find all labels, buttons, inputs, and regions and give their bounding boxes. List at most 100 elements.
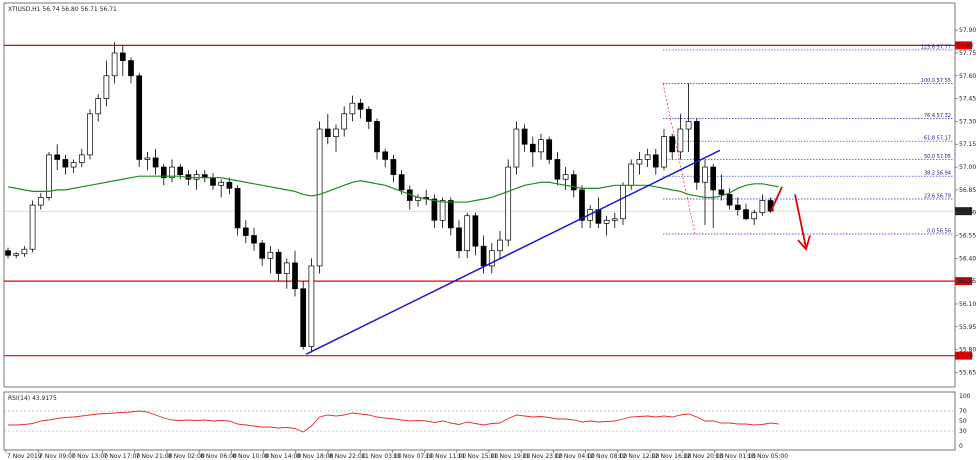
candle-body bbox=[316, 128, 323, 267]
candle-body bbox=[464, 215, 471, 252]
x-tick-label: 11 Nov 19:00 bbox=[490, 453, 531, 460]
candle-body bbox=[751, 212, 758, 220]
x-tick-label: 7 Nov 21:00 bbox=[136, 453, 173, 460]
x-tick-label: 8 Nov 02:00 bbox=[168, 453, 205, 460]
candle-body bbox=[521, 128, 528, 145]
y-tick-label: 55.95 bbox=[959, 324, 976, 331]
candle-body bbox=[365, 108, 372, 122]
candle-body bbox=[259, 242, 266, 259]
candle-body bbox=[652, 154, 659, 168]
y-tick-label: 57.75 bbox=[959, 50, 976, 57]
fib-label: 38.2 56.94 bbox=[924, 171, 951, 177]
fib-label: 23.6 56.79 bbox=[924, 194, 951, 200]
candle-body bbox=[390, 159, 397, 176]
rsi-tick-label: 50 bbox=[959, 418, 967, 425]
x-tick-label: 8 Nov 22:00 bbox=[329, 453, 366, 460]
x-tick-label: 12 Nov 16:00 bbox=[651, 453, 692, 460]
x-tick-label: 11 Nov 23:00 bbox=[522, 453, 563, 460]
rsi-tick-label: 0 bbox=[959, 443, 963, 450]
y-tick-label: 57.30 bbox=[959, 118, 976, 125]
candle-body bbox=[603, 219, 610, 224]
candle-body bbox=[398, 174, 405, 191]
candle-body bbox=[5, 250, 11, 256]
candle-body bbox=[226, 181, 233, 189]
rsi-tick-label: 70 bbox=[959, 408, 967, 415]
candle-body bbox=[677, 128, 684, 153]
up-arrow-segment bbox=[770, 186, 783, 212]
level-price-tag bbox=[955, 41, 972, 50]
candle-body bbox=[759, 200, 766, 214]
x-tick-label: 8 Nov 14:00 bbox=[265, 453, 302, 460]
y-tick-label: 55.65 bbox=[959, 369, 976, 376]
x-tick-label: 8 Nov 10:00 bbox=[232, 453, 269, 460]
candle-body bbox=[333, 128, 339, 137]
candle-body bbox=[111, 52, 118, 77]
candle-body bbox=[562, 174, 569, 180]
fib-label: 0.0 56.56 bbox=[927, 228, 951, 234]
x-tick-label: 8 Nov 18:00 bbox=[297, 453, 334, 460]
fib-label: 100.0 57.55 bbox=[921, 78, 951, 84]
candle-body bbox=[292, 262, 298, 290]
y-tick-label: 56.40 bbox=[959, 255, 976, 262]
level-price-label: 56.25 bbox=[957, 278, 974, 285]
moving-average-line bbox=[7, 175, 779, 203]
x-tick-label: 11 Nov 07:00 bbox=[393, 453, 434, 460]
candle-body bbox=[472, 215, 479, 247]
fib-anchor-line bbox=[662, 83, 696, 235]
current-price-label: 56.71 bbox=[957, 208, 974, 215]
candle-body bbox=[743, 209, 749, 220]
x-tick-label: 12 Nov 12:00 bbox=[619, 453, 660, 460]
candle-body bbox=[497, 239, 503, 252]
candle-body bbox=[447, 200, 454, 229]
candle-body bbox=[128, 60, 134, 77]
candle-body bbox=[456, 227, 462, 252]
candle-body bbox=[275, 251, 282, 274]
candle-body bbox=[382, 151, 389, 160]
candle-body bbox=[152, 157, 159, 168]
candle-body bbox=[710, 166, 717, 191]
down-arrow-head bbox=[797, 235, 811, 252]
candle-body bbox=[579, 189, 585, 221]
candle-body bbox=[78, 154, 85, 163]
candle-body bbox=[242, 227, 249, 236]
level-price-label: 55.76 bbox=[957, 353, 974, 360]
y-tick-label: 56.85 bbox=[959, 187, 976, 194]
current-price-tag bbox=[955, 207, 972, 216]
candle-body bbox=[29, 204, 36, 250]
candle-body bbox=[70, 162, 77, 168]
y-tick-label: 57.45 bbox=[959, 96, 976, 103]
x-tick-label: 7 Nov 17:00 bbox=[104, 453, 141, 460]
rsi-tick-label: 100 bbox=[959, 393, 971, 400]
rsi-tick-label: 30 bbox=[959, 428, 967, 435]
candle-body bbox=[251, 235, 257, 244]
rsi-line bbox=[8, 410, 779, 433]
candle-body bbox=[324, 128, 331, 137]
candle-body bbox=[144, 157, 151, 160]
candle-body bbox=[218, 181, 225, 186]
x-tick-label: 12 Nov 20:00 bbox=[683, 453, 724, 460]
candle-body bbox=[726, 194, 733, 206]
rsi-label: RSI(14) 43.9175 bbox=[8, 395, 57, 402]
candle-body bbox=[685, 121, 692, 130]
level-price-label: 57.80 bbox=[957, 42, 974, 49]
candle-body bbox=[718, 189, 725, 195]
x-tick-label: 11 Nov 03:00 bbox=[361, 453, 402, 460]
candle-body bbox=[620, 184, 626, 220]
x-tick-label: 7 Nov 2019 bbox=[7, 453, 42, 460]
main-pane-frame bbox=[3, 2, 956, 388]
candle-body bbox=[570, 174, 577, 191]
candle-body bbox=[546, 139, 553, 160]
x-tick-label: 11 Nov 11:00 bbox=[426, 453, 467, 460]
candle-body bbox=[177, 166, 184, 176]
candle-body bbox=[669, 136, 676, 153]
candle-body bbox=[21, 248, 28, 255]
candle-body bbox=[538, 139, 544, 153]
x-tick-label: 13 Nov 05:00 bbox=[748, 453, 789, 460]
candle-body bbox=[734, 204, 741, 210]
x-tick-label: 12 Nov 04:00 bbox=[554, 453, 595, 460]
fib-label: 76.4 57.32 bbox=[924, 113, 951, 119]
candle-body bbox=[505, 166, 512, 241]
candle-body bbox=[119, 52, 126, 61]
fib-label: 50.0 57.05 bbox=[924, 154, 951, 160]
